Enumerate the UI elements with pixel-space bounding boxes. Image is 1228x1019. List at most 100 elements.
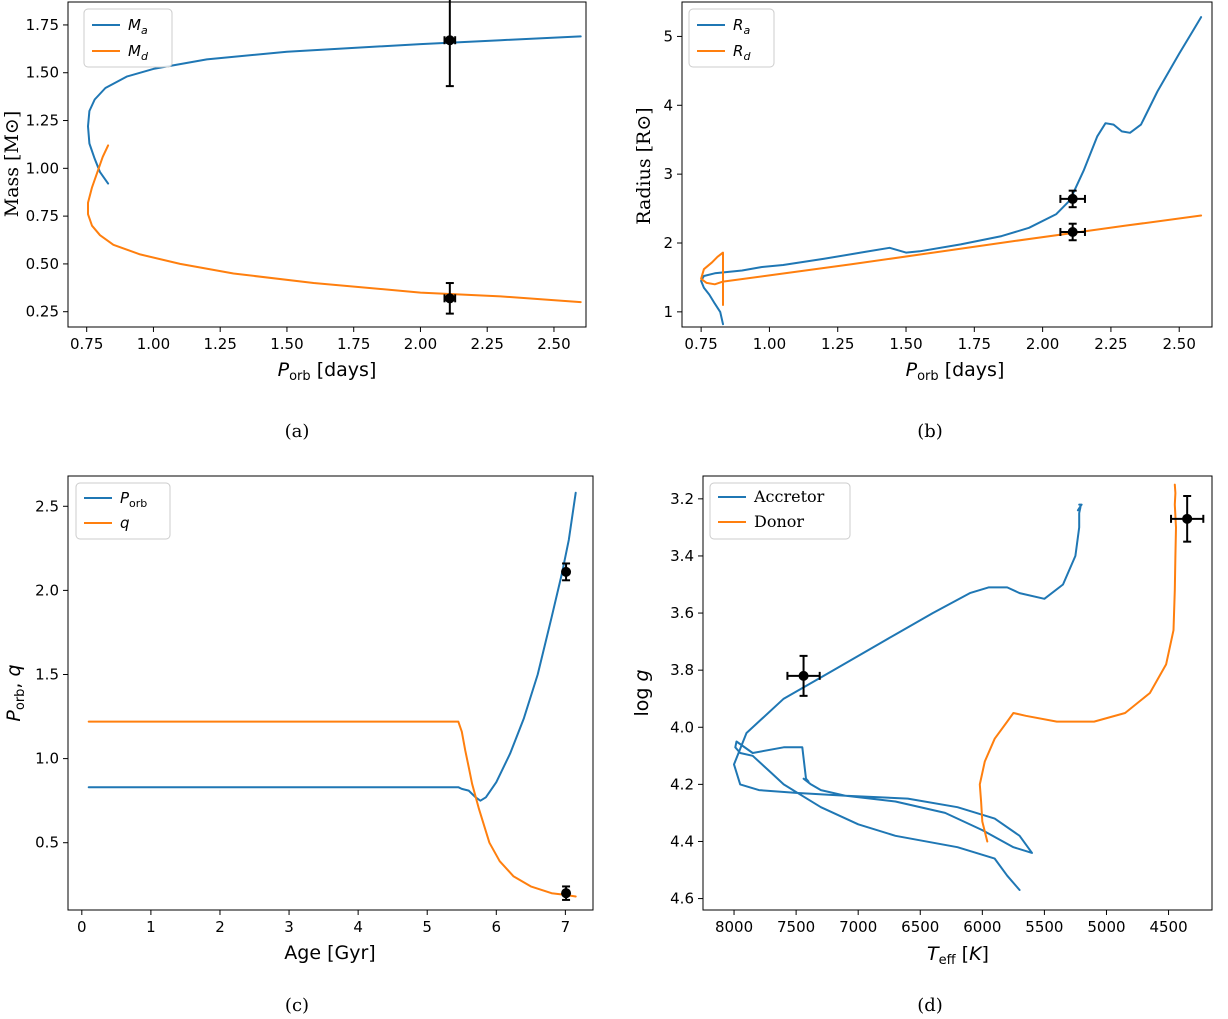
data-point-marker [444,293,455,304]
series-line-p-orb [87,491,577,802]
legend-label-1: Donor [754,512,804,531]
y-axis-label: Radius [R⊙] [633,107,655,224]
y-tick-label: 1.25 [26,112,59,130]
points-layer [443,0,457,315]
observed-point [1170,494,1205,543]
x-tick-label: 1.25 [203,335,236,353]
y-tick-label: 4.0 [670,718,694,736]
y-tick-label: 4.2 [670,775,694,793]
x-tick-label: 2.00 [404,335,437,353]
x-tick-label: 1.00 [753,335,786,353]
series-line-r-d [700,214,1203,306]
y-tick-label: 3.6 [670,604,694,622]
ticks-layer: 0 1 2 3 4 5 6 7 0.5 1.0 1.5 2.0 2.5 [35,497,570,936]
data-point-marker [1067,226,1078,237]
x-axis-label: Porb [days] [278,359,377,384]
y-tick-label: 1.50 [26,64,59,82]
y-tick-label: 3.4 [670,547,694,565]
x-tick-label: 2.00 [1026,335,1059,353]
y-axis-label: Mass [M⊙] [1,111,23,218]
data-point-marker [561,888,572,899]
y-tick-label: 3.2 [670,490,694,508]
points-layer [561,562,572,901]
x-axis-label: Porb [days] [906,359,1005,384]
data-point-marker [561,566,572,577]
series-line-accretor [733,503,1083,891]
observed-point [1059,189,1086,209]
x-tick-label: 5000 [1087,918,1125,936]
y-tick-label: 1.75 [26,16,59,34]
plot-frame [702,475,1213,911]
y-tick-label: 1.5 [35,665,59,683]
series-layer [700,16,1203,326]
observed-point [561,885,572,901]
x-tick-label: 0.75 [70,335,103,353]
x-tick-label: 2.25 [1094,335,1127,353]
observed-point [443,0,457,88]
y-tick-label: 5 [663,27,673,45]
x-tick-label: 7 [561,918,571,936]
x-tick-label: 4 [353,918,363,936]
y-tick-label: 1 [663,303,673,321]
panel-b: 0.75 1.00 1.25 1.50 1.75 2.00 2.25 2.50 1 2 3 4 5 Ra… [633,1,1213,442]
x-tick-label: 1 [146,918,156,936]
points-layer [1059,189,1086,242]
observed-point [561,562,572,582]
y-tick-label: 2 [663,234,673,252]
y-tick-label: 0.5 [35,834,59,852]
panel-d: 8000 7500 7000 6500 6000 5500 5000 4500 3.2 3.4 3.… [631,475,1213,1016]
ticks-layer: 0.75 1.00 1.25 1.50 1.75 2.00 2.25 2.50 0.25 0.50… [26,16,571,353]
series-line-donor [978,483,1177,843]
data-point-marker [798,670,809,681]
legend-label-1: Rd [733,42,751,63]
plot-frame [67,475,594,911]
y-tick-label: 3.8 [670,661,694,679]
caption: (d) [917,995,943,1016]
x-tick-label: 2.50 [537,335,570,353]
y-tick-label: 2.0 [35,581,59,599]
legend: Ra Rd [688,8,775,68]
x-tick-label: 2.50 [1163,335,1196,353]
y-tick-label: 3 [663,165,673,183]
ticks-layer: 8000 7500 7000 6500 6000 5500 5000 4500 3.2 3.4 3.… [670,490,1188,936]
series-layer [87,35,582,304]
legend: Porb q [75,482,171,540]
data-point-marker [1067,193,1078,204]
legend-box [83,8,173,68]
y-tick-label: 1.00 [26,159,59,177]
y-tick-label: 1.0 [35,750,59,768]
caption: (a) [285,421,310,442]
x-tick-label: 4500 [1149,918,1187,936]
plot-frame [681,1,1213,328]
x-tick-label: 0.75 [684,335,717,353]
caption: (b) [917,421,943,442]
legend-box [688,8,775,68]
data-point-marker [444,35,455,46]
series-line-m-d [87,144,582,304]
x-tick-label: 1.75 [337,335,370,353]
y-tick-label: 4.4 [670,832,694,850]
x-tick-label: 8000 [715,918,753,936]
x-tick-label: 1.75 [958,335,991,353]
x-tick-label: 6000 [963,918,1001,936]
x-tick-label: 6 [492,918,502,936]
legend: Accretor Donor [709,482,851,540]
x-tick-label: 2.25 [471,335,504,353]
series-line-r-a [700,16,1203,326]
legend-label-0: Ra [733,16,750,37]
observed-point [786,654,821,697]
data-point-marker [1182,513,1193,524]
x-tick-label: 0 [77,918,87,936]
series-layer [87,491,577,898]
plot-frame [67,1,587,328]
y-tick-label: 0.50 [26,255,59,273]
x-tick-label: 1.00 [137,335,170,353]
points-layer [786,494,1205,697]
legend-label-0: Accretor [753,487,825,506]
series-line-m-a [87,35,582,185]
legend-label-1: q [120,514,130,532]
legend-label-1: Md [128,42,149,63]
y-axis-label: log g [631,669,653,716]
x-axis-label: Teff [K] [927,943,989,968]
